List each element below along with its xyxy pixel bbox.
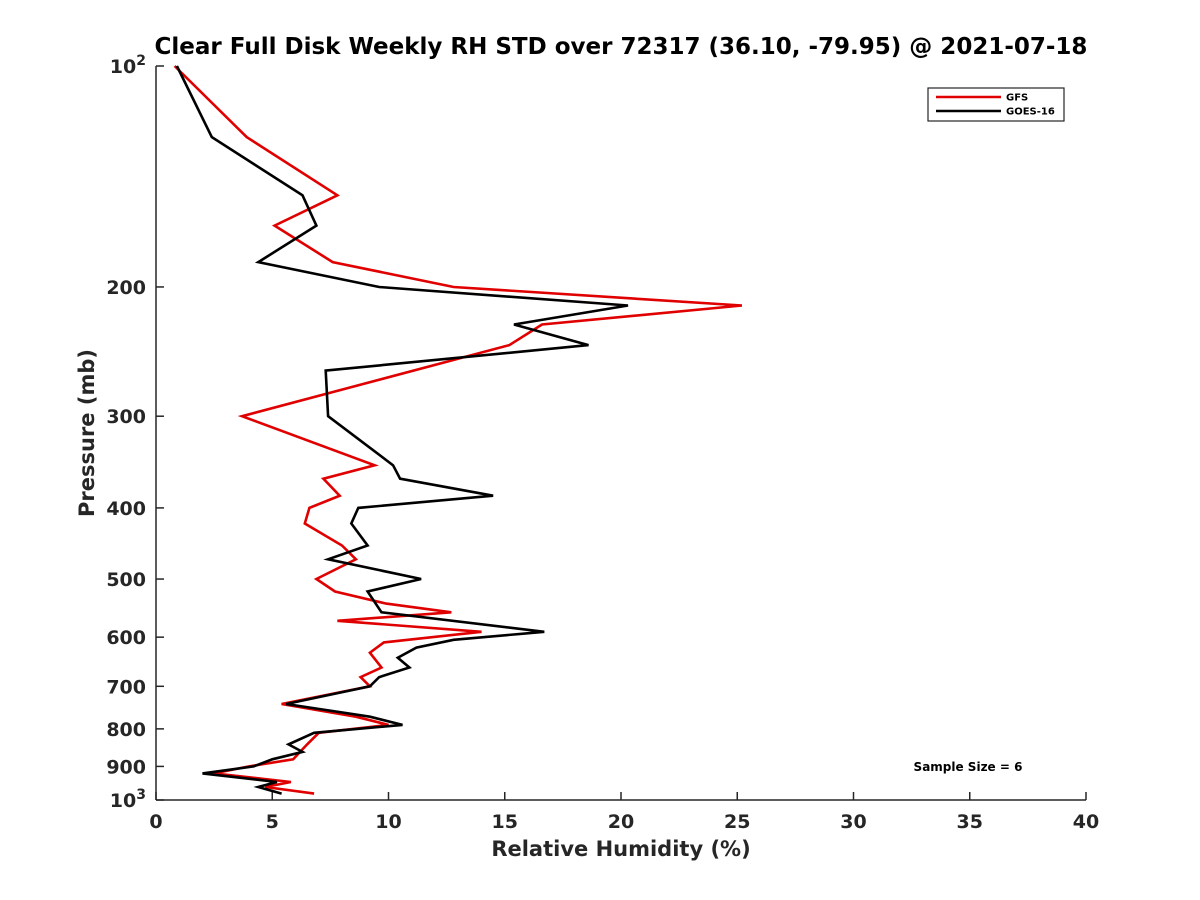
- y-tick-label-power: 102: [110, 53, 146, 78]
- x-tick-label: 0: [149, 811, 162, 833]
- y-tick-label: 500: [106, 569, 146, 591]
- legend-label-goes16: GOES-16: [1006, 107, 1055, 118]
- x-tick-label: 15: [492, 811, 518, 833]
- y-tick-label: 900: [106, 756, 146, 778]
- legend-box: [927, 87, 1065, 122]
- x-ticks: 0 5 10 15 20 25 30 35 40: [149, 792, 1099, 833]
- x-tick-label: 5: [266, 811, 279, 833]
- y-tick-label: 600: [106, 627, 146, 649]
- x-tick-label: 20: [608, 811, 634, 833]
- y-tick-label-power: 103: [110, 787, 146, 812]
- x-tick-label: 35: [957, 811, 983, 833]
- legend-label-gfs: GFS: [1006, 93, 1028, 104]
- y-tick-label: 300: [106, 406, 146, 428]
- y-tick-label: 800: [106, 719, 146, 741]
- y-tick-label: 200: [106, 277, 146, 299]
- y-tick-label: 700: [106, 676, 146, 698]
- x-tick-label: 40: [1073, 811, 1099, 833]
- y-tick-label: 400: [106, 498, 146, 520]
- legend: GFS GOES-16: [927, 87, 1065, 122]
- series-line-goes16: [175, 65, 629, 795]
- sample-size-annotation: Sample Size = 6: [914, 760, 1023, 774]
- x-tick-label: 10: [375, 811, 401, 833]
- chart-title: Clear Full Disk Weekly RH STD over 72317…: [155, 34, 1088, 60]
- x-axis-label: Relative Humidity (%): [491, 837, 750, 861]
- y-axis-label: Pressure (mb): [75, 349, 99, 517]
- x-tick-label: 30: [840, 811, 866, 833]
- x-tick-label: 25: [724, 811, 750, 833]
- series-group: [173, 65, 743, 795]
- y-ticks: 200 300 400 500 600 700 800 900 102 103: [106, 53, 164, 812]
- series-line-gfs: [173, 65, 743, 795]
